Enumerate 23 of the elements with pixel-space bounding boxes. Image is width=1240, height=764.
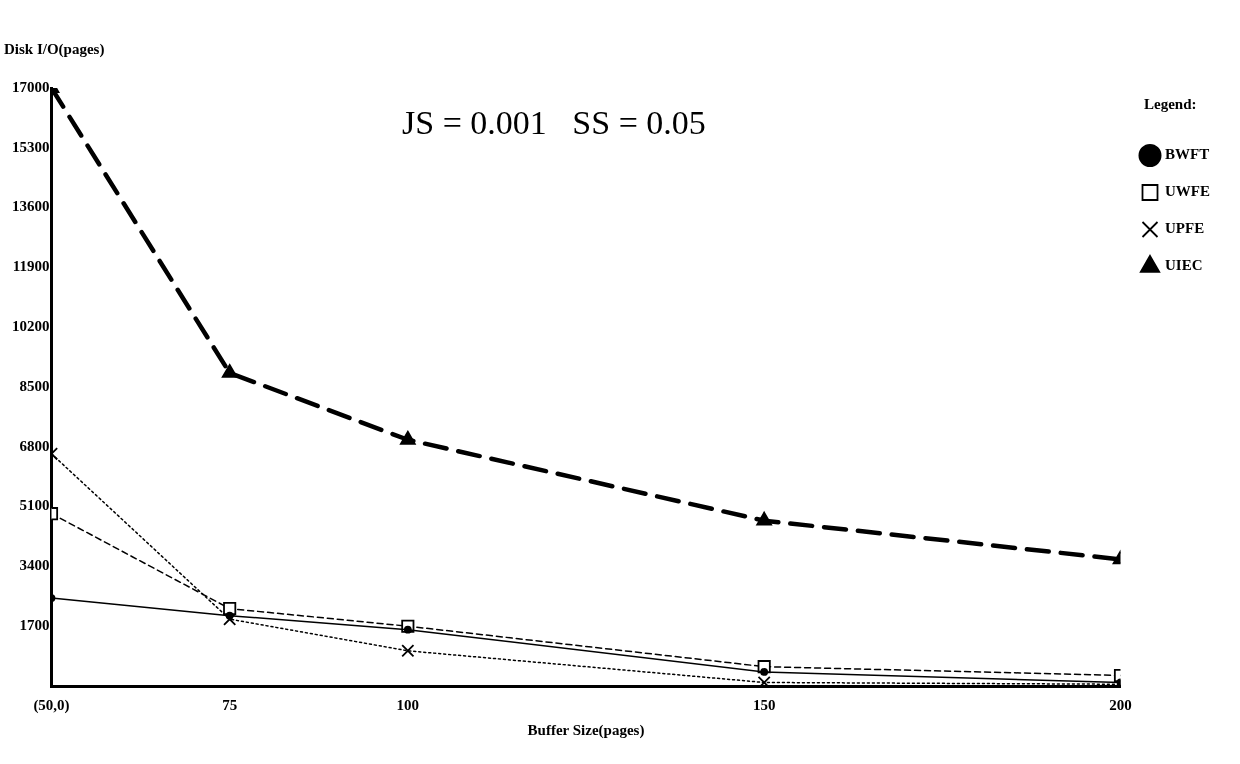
x-tick-label: (50,0) [33, 696, 70, 714]
legend-label: UPFE [1165, 220, 1205, 237]
y-tick-label: 15300 [12, 138, 50, 155]
y-tick-label: 5100 [19, 497, 50, 514]
legend-label: UIEC [1165, 257, 1203, 274]
y-tick-label: 13600 [12, 198, 50, 215]
y-tick-label: 11900 [12, 258, 50, 275]
annotation: JS = 0.001 SS = 0.05 [402, 103, 706, 141]
legend-label: UWFE [1165, 183, 1210, 200]
y-tick-label: 17000 [12, 78, 50, 95]
x-tick-label: 200 [1109, 696, 1132, 713]
x-tick-label: 100 [396, 696, 420, 713]
y-tick-label: 1700 [19, 617, 50, 634]
x-tick-label: 75 [222, 696, 238, 713]
x-tick-label: 150 [752, 696, 776, 713]
y-tick-label: 10200 [12, 318, 50, 335]
y-tick-label: 3400 [19, 557, 50, 574]
y-axis-title: Disk I/O(pages) [4, 40, 105, 58]
y-tick-label: 6800 [19, 437, 50, 454]
legend-label: BWFT [1165, 146, 1210, 163]
x-axis-title: Buffer Size(pages) [527, 721, 645, 739]
legend-title: Legend: [1144, 96, 1197, 113]
y-tick-label: 8500 [19, 377, 50, 394]
